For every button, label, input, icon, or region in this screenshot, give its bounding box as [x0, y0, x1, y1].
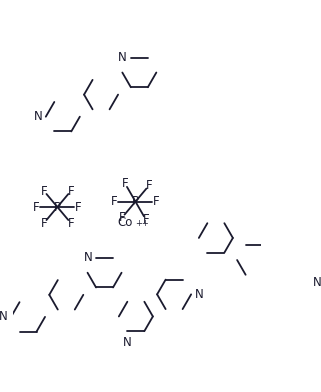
Text: Co: Co: [118, 216, 133, 229]
Text: P: P: [54, 201, 61, 214]
Text: F: F: [122, 177, 128, 190]
Text: F: F: [41, 216, 47, 229]
Text: F: F: [143, 213, 149, 226]
Text: F: F: [41, 185, 47, 198]
Text: F: F: [75, 201, 82, 214]
Text: F: F: [67, 185, 74, 198]
Text: N: N: [84, 252, 93, 265]
Text: N: N: [118, 51, 127, 64]
Text: N: N: [0, 310, 8, 323]
Text: F: F: [33, 201, 40, 214]
Text: P: P: [132, 195, 139, 208]
Text: F: F: [67, 216, 74, 229]
Text: ++: ++: [135, 220, 149, 229]
Text: N: N: [195, 288, 204, 301]
Text: N: N: [34, 110, 43, 123]
Text: N: N: [123, 336, 132, 349]
Text: N: N: [313, 276, 321, 289]
Text: F: F: [119, 211, 126, 224]
Text: F: F: [153, 195, 160, 208]
Text: F: F: [111, 195, 118, 208]
Text: F: F: [145, 179, 152, 192]
